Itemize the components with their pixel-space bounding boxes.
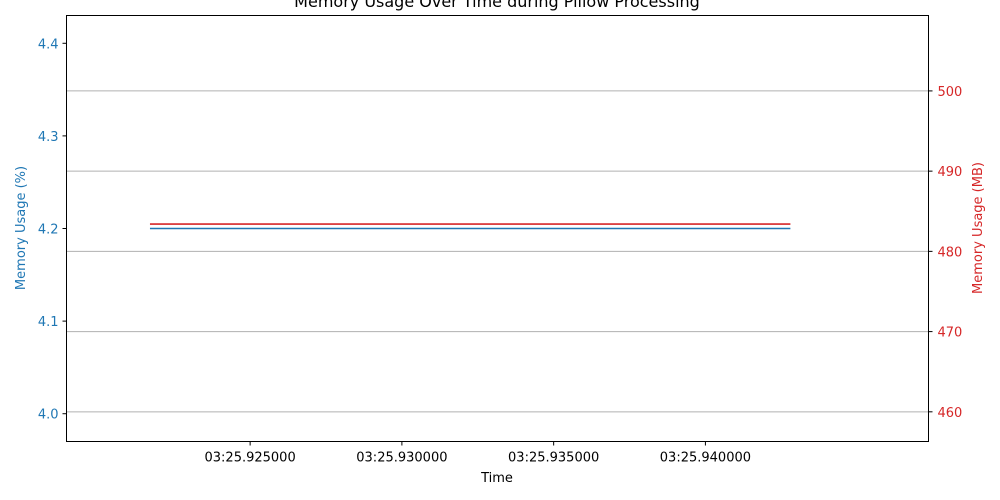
left-y-tick-label: 4.1 [38, 315, 59, 330]
right-y-tick-label: 460 [938, 406, 963, 421]
left-y-tick-label: 4.3 [38, 130, 59, 145]
right-y-tick-label: 470 [938, 326, 963, 341]
right-y-tick-label: 480 [938, 245, 963, 260]
right-y-tick-label: 500 [938, 85, 963, 100]
x-axis-ticks: 03:25.925000 03:25.930000 03:25.935000 03:2… [205, 441, 751, 466]
left-y-tick-label: 4.4 [38, 37, 59, 52]
x-tick-label: 03:25.935000 [508, 451, 599, 466]
right-y-axis-ticks: 460 470 480 490 500 [928, 85, 963, 421]
x-axis-title: Time [480, 471, 513, 486]
x-tick-label: 03:25.925000 [205, 451, 296, 466]
left-y-tick-label: 4.0 [38, 408, 59, 423]
left-y-axis-title: Memory Usage (%) [14, 166, 29, 290]
x-tick-label: 03:25.940000 [660, 451, 751, 466]
chart-title: Memory Usage Over Time during Pillow Pro… [294, 0, 700, 11]
grid-lines [66, 90, 929, 413]
x-tick-label: 03:25.930000 [356, 451, 447, 466]
series-lines [149, 223, 791, 230]
right-y-tick-label: 490 [938, 165, 963, 180]
left-y-axis-ticks: 4.0 4.1 4.2 4.3 4.4 [38, 37, 67, 423]
right-y-axis-title: Memory Usage (MB) [971, 162, 986, 294]
left-y-tick-label: 4.2 [38, 223, 59, 238]
